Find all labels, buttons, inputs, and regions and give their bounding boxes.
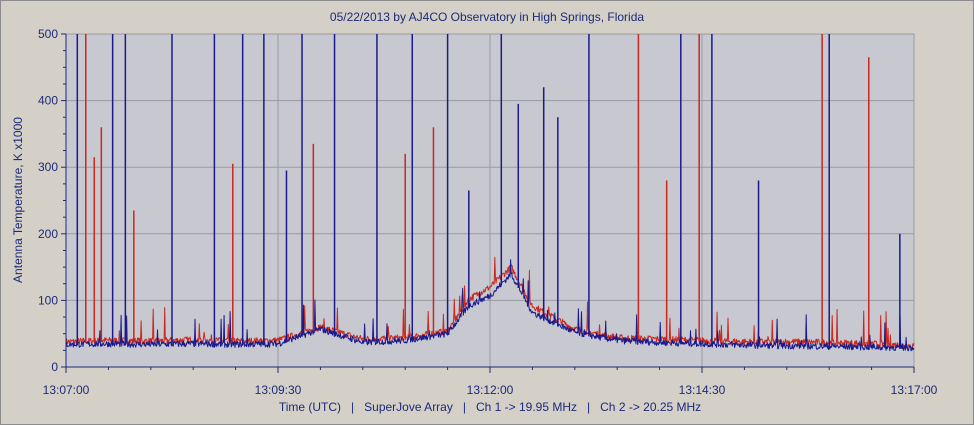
y-tick-label: 400 [38,94,58,108]
series-line-2 [65,259,915,352]
x-tick-label: 13:12:00 [467,383,514,397]
x-axis-label: Time (UTC) | SuperJove Array | Ch 1 -> 1… [278,400,702,414]
x-tick-label: 13:09:30 [255,383,302,397]
axes: 0 100 200 300 400 500 13:07:00 13:09:30 13:12:00… [38,27,938,397]
series-line-1 [65,256,915,349]
y-tick-label: 300 [38,160,58,174]
series-layer [65,34,915,352]
x-tick-label: 13:14:30 [679,383,726,397]
y-tick-label: 100 [38,293,58,307]
x-tick-label: 13:17:00 [891,383,938,397]
y-tick-label: 0 [51,360,58,374]
chart-title: 05/22/2013 by AJ4CO Observatory in High … [329,10,645,24]
y-tick-label: 200 [38,227,58,241]
y-tick-label: 500 [38,27,58,41]
x-tick-label: 13:07:00 [43,383,90,397]
